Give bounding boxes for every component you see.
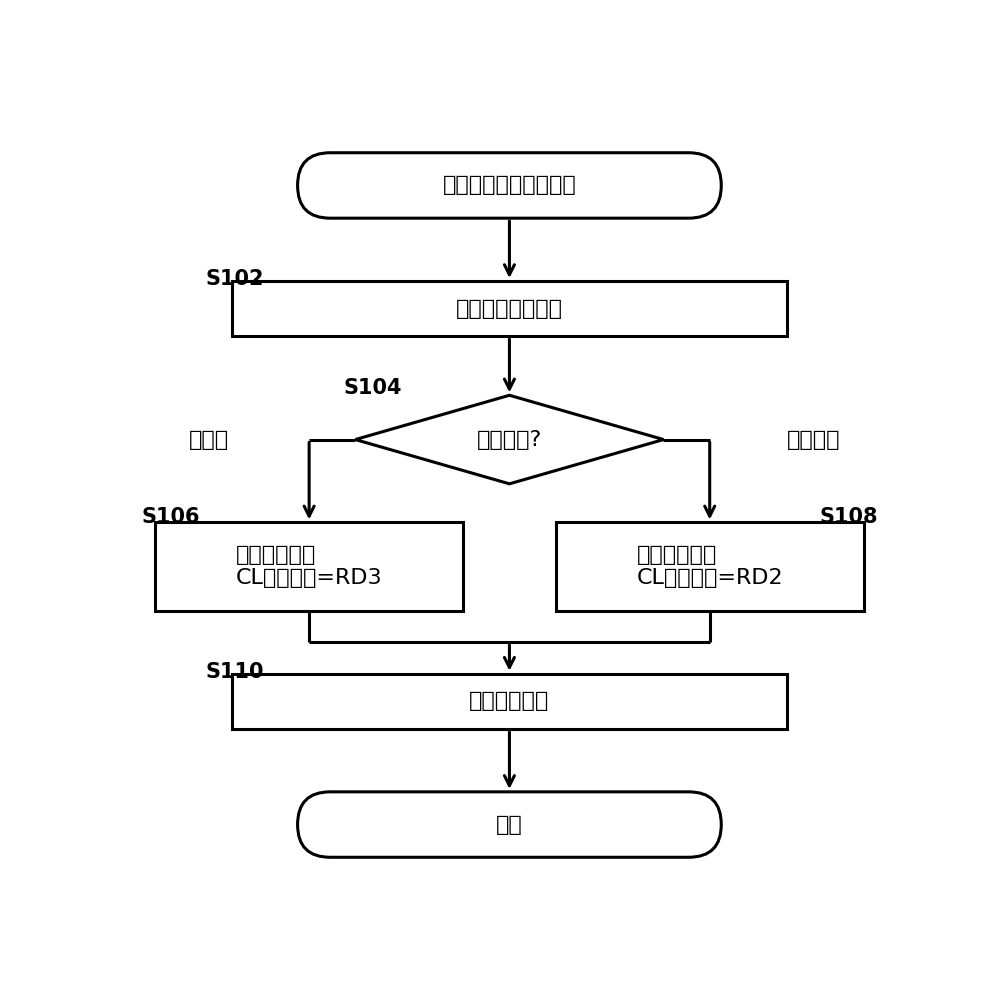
Text: 结束: 结束 bbox=[496, 815, 523, 835]
Text: 测试图案外的
CL记录浓度=RD2: 测试图案外的 CL记录浓度=RD2 bbox=[636, 545, 783, 588]
Text: 测试图案外的
CL记录浓度=RD3: 测试图案外的 CL记录浓度=RD3 bbox=[236, 545, 383, 588]
Text: 输出驱动信号: 输出驱动信号 bbox=[469, 691, 550, 711]
Text: 非浸透类: 非浸透类 bbox=[787, 430, 841, 450]
Text: S106: S106 bbox=[141, 507, 200, 527]
Text: 测试图案印刷控制处理: 测试图案印刷控制处理 bbox=[442, 175, 577, 195]
Text: S104: S104 bbox=[344, 378, 403, 398]
Bar bbox=[233, 674, 787, 729]
Text: S110: S110 bbox=[205, 662, 263, 682]
Polygon shape bbox=[356, 395, 664, 484]
Text: S108: S108 bbox=[819, 507, 878, 527]
FancyBboxPatch shape bbox=[297, 153, 722, 218]
Text: 确定所使用的介质: 确定所使用的介质 bbox=[456, 299, 563, 319]
Bar bbox=[233, 281, 787, 336]
Text: 浸透类: 浸透类 bbox=[189, 430, 229, 450]
FancyBboxPatch shape bbox=[297, 792, 722, 857]
Text: 什么介质?: 什么介质? bbox=[477, 430, 542, 450]
Text: S102: S102 bbox=[205, 269, 263, 289]
Bar bbox=[155, 522, 463, 611]
Bar bbox=[556, 522, 864, 611]
